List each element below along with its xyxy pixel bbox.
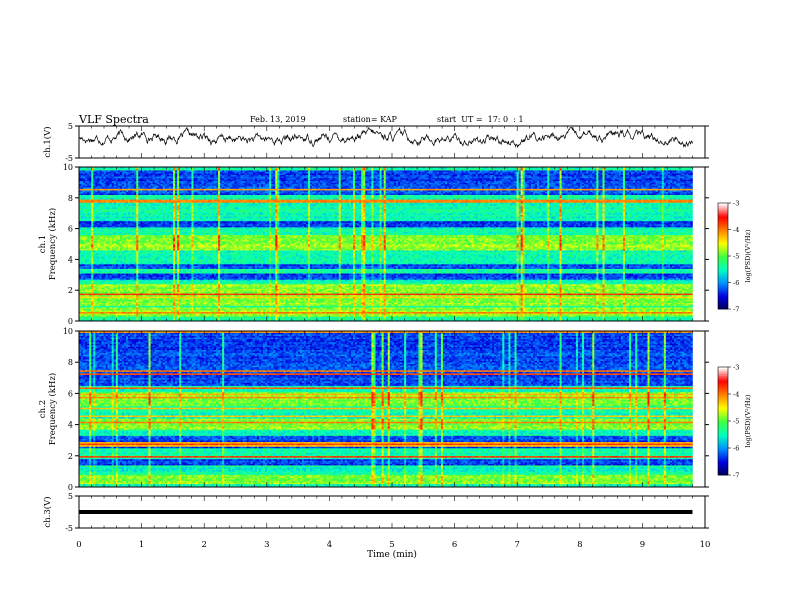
x-tick-label: 3: [264, 540, 269, 550]
x-tick-label: 6: [452, 540, 457, 550]
ch2-spectrogram-panel: 0 2 4 6 8 10 ch.2Frequency (kHz): [38, 327, 709, 492]
y-tick-label: 2: [68, 286, 73, 295]
x-tick-label: 8: [577, 540, 582, 550]
colorbar-tick-label: -4: [733, 226, 739, 234]
time-axis: 0 1 2 3 4 5 6 7 8 9 10 Time (min): [76, 540, 710, 560]
y-tick-label: -5: [65, 154, 73, 163]
x-tick-label: 9: [640, 540, 645, 550]
colorbar-tick-label: -3: [733, 364, 739, 372]
x-tick-label: 1: [139, 540, 144, 550]
colorbar-tick-label: -4: [733, 391, 739, 399]
colorbar-tick-label: -3: [733, 200, 739, 208]
y-tick-label: 10: [63, 327, 73, 336]
p3-ylabel: ch.2Frequency (kHz): [38, 373, 58, 445]
y-tick-label: 2: [68, 452, 73, 461]
colorbar-tick-label: -7: [733, 306, 739, 314]
x-tick-label: 5: [389, 540, 394, 550]
ch3-waveform-ylabel: ch.3(V): [42, 496, 53, 527]
ch1-spectrogram-panel: 0 2 4 6 8 10 ch.1Frequency (kHz): [38, 163, 709, 326]
colorbar-tick-label: -6: [733, 445, 739, 453]
x-tick-label: 10: [700, 540, 711, 550]
colorbar-tick-label: -5: [733, 253, 739, 261]
spectrogram-cells: [79, 331, 693, 487]
station-label: station= KAP: [343, 115, 398, 124]
ch1-waveform-line: [79, 128, 693, 147]
ch3-waveform-panel: 5 -5 ch.3(V): [42, 492, 709, 533]
colorbar-label: log(PSD)(V²/Hz): [744, 229, 752, 282]
date-label: Feb. 13, 2019: [250, 115, 306, 124]
y-tick-label: 0: [68, 483, 73, 492]
y-tick-label: 10: [63, 163, 73, 172]
y-tick-label: 4: [68, 255, 73, 264]
x-tick-label: 7: [514, 540, 519, 550]
y-tick-label: 4: [68, 421, 73, 430]
colorbar-tick-label: -7: [733, 472, 739, 480]
y-tick-label: 6: [68, 389, 73, 398]
y-tick-label: 6: [68, 225, 73, 234]
ch1-waveform-ylabel: ch.1(V): [42, 126, 53, 157]
x-tick-label: 0: [76, 540, 81, 550]
y-tick-label: 8: [68, 194, 73, 203]
figure-title: VLF Spectra: [78, 113, 149, 126]
ch1-colorbar: -3 -4 -5 -6 -7 log(PSD)(V²/Hz): [718, 200, 752, 314]
colorbar-tick-label: -5: [733, 418, 739, 426]
ch1-waveform-panel: 5 -5 ch.1(V): [42, 122, 709, 163]
x-axis-label: Time (min): [367, 549, 417, 560]
spectrogram-cells: [79, 167, 693, 321]
y-tick-label: 0: [68, 317, 73, 326]
y-tick-label: 5: [68, 492, 73, 501]
p2-ylabel: ch.1Frequency (kHz): [38, 208, 58, 280]
ch2-colorbar: -3 -4 -5 -6 -7 log(PSD)(V²/Hz): [718, 364, 752, 480]
y-tick-label: -5: [65, 524, 73, 533]
y-tick-label: 5: [68, 122, 73, 131]
colorbar-tick-label: -6: [733, 279, 739, 287]
x-tick-label: 4: [327, 540, 332, 550]
colorbar-label: log(PSD)(V²/Hz): [744, 394, 752, 447]
y-tick-label: 8: [68, 358, 73, 367]
x-tick-label: 2: [201, 540, 206, 550]
start-time-label: start UT = 17: 0 : 1: [437, 115, 524, 124]
